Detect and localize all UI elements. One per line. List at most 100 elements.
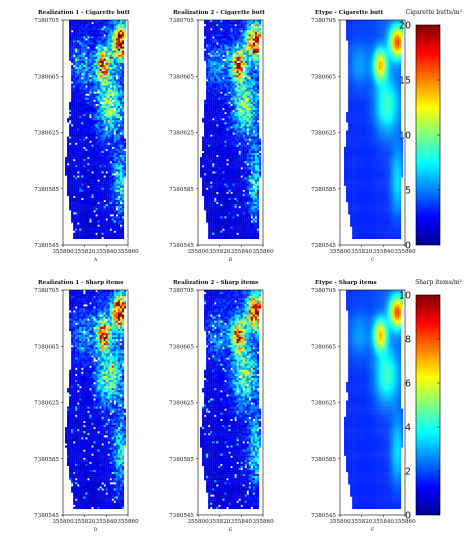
heatmap-cell — [248, 118, 251, 121]
heatmap-cell — [87, 89, 90, 92]
heatmap-cell — [242, 146, 245, 150]
heatmap-cell — [85, 116, 88, 119]
heatmap-cell — [75, 116, 78, 119]
heatmap-cell — [220, 93, 223, 96]
heatmap-cell — [210, 69, 213, 72]
heatmap-cell — [95, 208, 98, 211]
heatmap-cell — [77, 226, 80, 229]
heatmap-cell — [222, 140, 225, 143]
heatmap-cell — [117, 122, 121, 125]
heatmap-cell — [89, 60, 92, 64]
heatmap-cell — [200, 165, 203, 168]
heatmap-cell — [206, 124, 209, 127]
heatmap-cell — [91, 136, 94, 139]
heatmap-cell — [236, 169, 239, 172]
heatmap-cell — [83, 161, 86, 164]
heatmap-cell — [240, 128, 243, 131]
heatmap-cell — [232, 163, 235, 166]
heatmap-cell — [83, 152, 86, 156]
heatmap-cell — [258, 167, 262, 170]
heatmap-cell — [242, 120, 245, 123]
heatmap-cell — [67, 183, 70, 186]
heatmap-cell — [119, 122, 123, 125]
heatmap-cell — [77, 26, 80, 29]
heatmap-cell — [99, 214, 102, 217]
heatmap-cell — [238, 118, 241, 121]
heatmap-cell — [244, 167, 247, 170]
heatmap-cell — [65, 167, 68, 170]
heatmap-cell — [121, 62, 125, 66]
heatmap-cell — [248, 146, 251, 150]
heatmap-cell — [214, 128, 217, 131]
heatmap-cell — [103, 120, 106, 123]
heatmap-cell — [256, 114, 260, 117]
heatmap-cell — [99, 206, 102, 209]
heatmap-cell — [222, 50, 225, 53]
heatmap-cell — [210, 24, 213, 27]
heatmap-cell — [95, 99, 98, 102]
heatmap-cell — [232, 22, 235, 25]
heatmap-cell — [244, 126, 247, 129]
heatmap-cell — [232, 73, 235, 76]
x-tick-label: 355820 — [74, 249, 96, 255]
heatmap-cell — [250, 161, 253, 164]
heatmap-cell — [214, 93, 217, 96]
heatmap-cell — [103, 54, 106, 57]
heatmap-cell — [117, 118, 121, 121]
heatmap-cell — [111, 159, 114, 162]
heatmap-cell — [85, 214, 88, 217]
heatmap-cell — [254, 77, 258, 80]
heatmap-cell — [252, 101, 256, 105]
heatmap-cell — [107, 99, 110, 102]
heatmap-cell — [123, 152, 127, 156]
heatmap-cell — [93, 128, 96, 131]
heatmap-cell — [236, 161, 239, 164]
heatmap-cell — [95, 120, 98, 123]
heatmap-cell — [69, 54, 72, 57]
heatmap-cell — [117, 62, 121, 66]
heatmap-cell — [83, 218, 86, 221]
heatmap-cell — [89, 99, 92, 102]
heatmap-cell — [89, 56, 92, 60]
heatmap-cell — [113, 200, 116, 203]
heatmap-cell — [107, 71, 110, 74]
heatmap-cell — [117, 171, 121, 174]
heatmap-cell — [109, 230, 112, 233]
heatmap-cell — [208, 54, 211, 57]
heatmap-cell — [234, 159, 237, 162]
heatmap-cell — [240, 93, 243, 96]
heatmap-cell — [115, 222, 118, 225]
heatmap-cell — [212, 152, 215, 156]
heatmap-cell — [220, 38, 223, 41]
heatmap-cell — [242, 28, 245, 31]
heatmap-cell — [123, 32, 127, 35]
heatmap-cell — [216, 81, 219, 84]
heatmap-cell — [99, 161, 102, 164]
heatmap-cell — [73, 58, 76, 62]
heatmap-cell — [254, 81, 258, 84]
heatmap-cell — [244, 83, 247, 86]
heatmap-cell — [81, 173, 84, 176]
heatmap-cell — [240, 28, 243, 31]
heatmap-cell — [105, 136, 108, 139]
heatmap-cell — [232, 120, 235, 123]
heatmap-cell — [252, 169, 256, 172]
heatmap-cell — [73, 155, 76, 158]
heatmap-cell — [117, 181, 121, 184]
heatmap-cell — [234, 150, 237, 154]
heatmap-cell — [103, 187, 106, 190]
heatmap-cell — [218, 107, 221, 111]
heatmap-cell — [204, 159, 207, 162]
heatmap-cell — [117, 173, 121, 176]
heatmap-cell — [91, 191, 94, 195]
heatmap-cell — [111, 206, 114, 209]
heatmap-cell — [95, 220, 98, 223]
heatmap-cell — [121, 191, 125, 195]
heatmap-cell — [97, 95, 100, 98]
heatmap-cell — [79, 38, 82, 41]
heatmap-cell — [109, 136, 112, 139]
heatmap-cell — [99, 42, 102, 45]
heatmap-cell — [242, 30, 245, 33]
heatmap-cell — [91, 138, 94, 141]
heatmap-cell — [256, 54, 260, 57]
